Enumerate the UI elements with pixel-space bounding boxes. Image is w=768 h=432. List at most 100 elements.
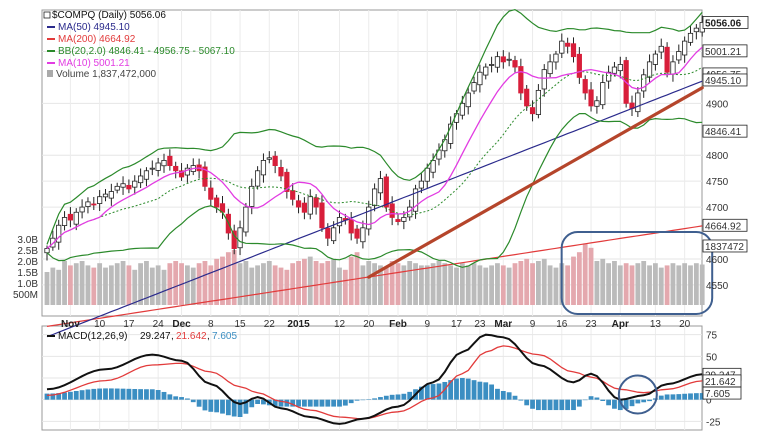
candle-body <box>173 165 179 172</box>
macd-histogram-bar <box>56 393 62 400</box>
date-tick-label: 2015 <box>287 319 310 330</box>
macd-histogram-bar <box>471 380 477 400</box>
macd-histogram-bar <box>214 399 220 413</box>
date-tick-label: 9 <box>424 319 430 330</box>
macd-histogram-bar <box>149 389 155 400</box>
volume-bar <box>612 261 617 305</box>
macd-histogram-bar <box>354 399 360 401</box>
date-tick-label: 15 <box>234 319 246 330</box>
volume-bar <box>284 269 290 305</box>
macd-histogram-bar <box>612 399 617 409</box>
volume-bar <box>68 265 73 305</box>
date-tick-label: 17 <box>123 319 135 330</box>
candle-body <box>664 46 670 73</box>
price-tick-label: 4800 <box>706 151 729 162</box>
macd-histogram-bar <box>524 399 530 406</box>
volume-bar <box>190 267 196 305</box>
macd-histogram-bar <box>185 398 190 400</box>
candle-body <box>114 185 120 191</box>
volume-bar <box>693 263 699 305</box>
candle-body <box>161 160 167 167</box>
candle-body <box>137 175 144 184</box>
candle-body <box>576 53 582 78</box>
volume-highlight-box <box>560 231 714 315</box>
macd-histogram-bar <box>196 399 202 407</box>
macd-histogram-bar <box>202 399 208 411</box>
candle-body <box>178 170 185 178</box>
candle-body <box>295 200 302 208</box>
candle-body <box>325 227 331 239</box>
candle-body <box>284 171 290 192</box>
date-tick-label: 24 <box>153 319 165 330</box>
volume-bar <box>600 258 606 305</box>
candle-body <box>167 155 173 166</box>
macd-histogram-bar <box>272 399 278 407</box>
volume-bar <box>571 256 576 305</box>
macd-histogram-bar <box>161 391 167 400</box>
macd-histogram-bar <box>448 380 454 400</box>
date-tick-label: 13 <box>650 319 662 330</box>
macd-histogram-bar <box>331 399 337 407</box>
macd-histogram-bar <box>489 384 494 400</box>
candle-body <box>693 27 699 33</box>
volume-bar <box>50 267 56 305</box>
macd-value-box <box>702 386 742 400</box>
candle-body <box>524 88 530 107</box>
candle-body <box>120 183 126 188</box>
macd-histogram-bar <box>512 395 518 400</box>
macd-histogram-bar <box>576 399 582 407</box>
macd-histogram-bar <box>635 399 641 404</box>
candle-body <box>418 180 425 189</box>
macd-histogram-bar <box>647 399 652 402</box>
candle-body <box>331 227 337 242</box>
macd-histogram-bar <box>132 388 138 400</box>
macd-histogram-bar <box>436 383 442 400</box>
ma50-line <box>46 80 703 338</box>
macd-histogram-bar <box>688 393 693 400</box>
volume-bar <box>255 265 260 305</box>
candle-body <box>91 203 97 206</box>
macd-histogram-bar <box>173 396 179 400</box>
macd-histogram-bar <box>108 388 114 400</box>
candle-body <box>547 61 553 75</box>
macd-histogram-bar <box>179 397 184 400</box>
date-tick-label: 8 <box>208 319 214 330</box>
legend-macd-value: 29.247 <box>140 331 171 342</box>
volume-bar <box>448 265 454 305</box>
macd-histogram-bar <box>430 384 436 400</box>
volume-bar <box>565 265 571 305</box>
candle-body <box>254 170 261 187</box>
macd-histogram-bar <box>62 392 67 400</box>
price-tick-label: 4750 <box>706 177 729 188</box>
price-value-label: 4945.10 <box>705 76 742 87</box>
macd-histogram-bar <box>547 399 553 411</box>
volume-bar <box>506 267 512 305</box>
volume-bar <box>120 261 126 305</box>
legend-volume: Volume 1,837,472,000 <box>56 69 157 80</box>
candle-body <box>354 228 360 239</box>
candle-body <box>553 53 559 63</box>
date-tick-label: 20 <box>363 319 375 330</box>
date-tick-label: 12 <box>334 319 346 330</box>
candle-body <box>307 196 313 215</box>
svg-text:,: , <box>171 331 174 342</box>
price-value-label: 1837472 <box>705 242 744 253</box>
candle-body <box>301 202 308 213</box>
macd-histogram-bar <box>541 399 547 411</box>
volume-bar <box>296 261 301 305</box>
volume-bar <box>647 265 652 305</box>
volume-bar <box>436 261 442 305</box>
price-tick-label: 4900 <box>706 99 729 110</box>
macd-histogram-bar <box>91 388 97 400</box>
volume-bar <box>442 263 448 305</box>
volume-bar <box>360 265 366 305</box>
volume-tick-label: 3.0B <box>17 235 38 246</box>
volume-bar <box>553 267 559 305</box>
macd-histogram-bar <box>582 399 588 401</box>
macd-histogram-bar <box>50 393 56 400</box>
macd-value-label: 21.642 <box>705 377 736 388</box>
macd-histogram-bar <box>302 399 307 407</box>
macd-histogram-bar <box>465 378 471 400</box>
volume-bar <box>155 265 161 305</box>
price-value-box <box>702 239 748 253</box>
